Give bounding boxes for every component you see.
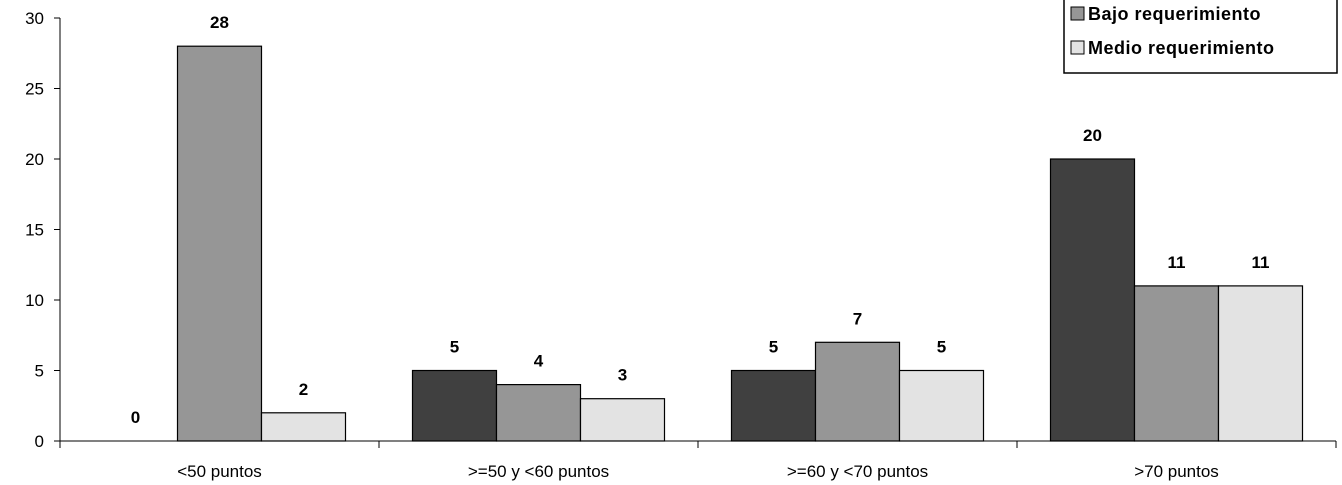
x-tick-label: >=60 y <70 puntos xyxy=(787,462,928,481)
legend-swatch xyxy=(1070,40,1085,55)
bar xyxy=(1049,158,1136,442)
x-axis: <50 puntos >=50 y <60 puntos >=60 y <70 pu… xyxy=(59,440,1337,481)
data-label: 2 xyxy=(299,380,308,399)
bar xyxy=(1133,285,1220,442)
data-label: 3 xyxy=(618,366,627,385)
legend-box xyxy=(1063,0,1338,74)
data-label: 5 xyxy=(769,338,778,357)
bar xyxy=(495,384,582,442)
bar xyxy=(898,369,985,442)
data-label: 20 xyxy=(1083,126,1102,145)
data-label: 5 xyxy=(450,338,459,357)
y-tick-label: 10 xyxy=(25,291,44,310)
x-tick-label: >70 puntos xyxy=(1134,462,1219,481)
legend: Bajo requerimiento Medio requerimiento xyxy=(1063,0,1338,74)
data-label: 7 xyxy=(853,309,862,328)
data-label: 11 xyxy=(1168,253,1186,272)
data-label: 5 xyxy=(937,338,946,357)
y-tick-label: 25 xyxy=(25,80,44,99)
bar xyxy=(1217,285,1304,442)
bar xyxy=(730,369,817,442)
bars xyxy=(176,45,1304,442)
y-tick-label: 20 xyxy=(25,150,44,169)
data-label: 0 xyxy=(131,408,140,427)
legend-swatch xyxy=(1070,6,1085,21)
bar xyxy=(411,369,498,442)
y-axis: 0 5 10 15 20 25 30 xyxy=(25,9,61,451)
y-tick-label: 30 xyxy=(25,9,44,28)
legend-label: Medio requerimiento xyxy=(1088,38,1275,58)
bar xyxy=(814,341,901,442)
y-tick-label: 5 xyxy=(35,362,44,381)
data-label: 28 xyxy=(210,13,229,32)
bar xyxy=(260,412,347,442)
data-label: 4 xyxy=(534,352,544,371)
data-label: 11 xyxy=(1252,253,1270,272)
y-tick-label: 0 xyxy=(35,432,44,451)
legend-label: Bajo requerimiento xyxy=(1088,4,1261,24)
data-labels: 0 28 2 5 4 3 5 7 5 20 11 11 xyxy=(131,13,1270,427)
x-tick-label: <50 puntos xyxy=(177,462,262,481)
x-tick-label: >=50 y <60 puntos xyxy=(468,462,609,481)
y-tick-label: 15 xyxy=(25,221,44,240)
bar xyxy=(579,398,666,442)
bar xyxy=(176,45,263,442)
